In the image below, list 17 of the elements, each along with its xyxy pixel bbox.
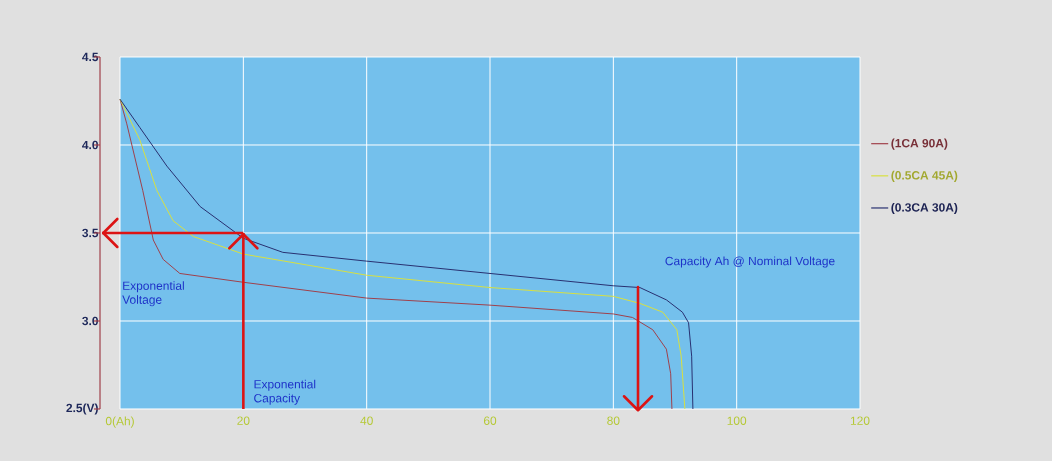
x-tick-label: 120 — [850, 416, 870, 425]
x-tick-label: 60 — [483, 416, 497, 425]
x-tick-label: 100 — [727, 416, 747, 425]
x-tick-label: 0(Ah) — [105, 416, 134, 428]
x-tick-label: 80 — [607, 416, 620, 425]
y-tick-label: 2.5(V) — [66, 403, 98, 415]
legend-label: (0.3CA 30A) — [891, 202, 958, 215]
y-tick-label: 4.0 — [82, 140, 98, 150]
x-tick-label: 40 — [360, 416, 373, 425]
x-tick-label: 20 — [237, 416, 250, 425]
y-tick-label: 4.5 — [82, 52, 99, 62]
y-tick-label: 3.0 — [82, 316, 98, 326]
legend-label: (0.5CA 45A) — [891, 170, 958, 182]
annotation: Exponential Voltage — [122, 281, 184, 307]
legend-label: (1CA 90A) — [891, 138, 948, 150]
y-tick-label: 3.5 — [82, 228, 99, 238]
ref-line-label: Exponential Capacity — [254, 379, 316, 405]
